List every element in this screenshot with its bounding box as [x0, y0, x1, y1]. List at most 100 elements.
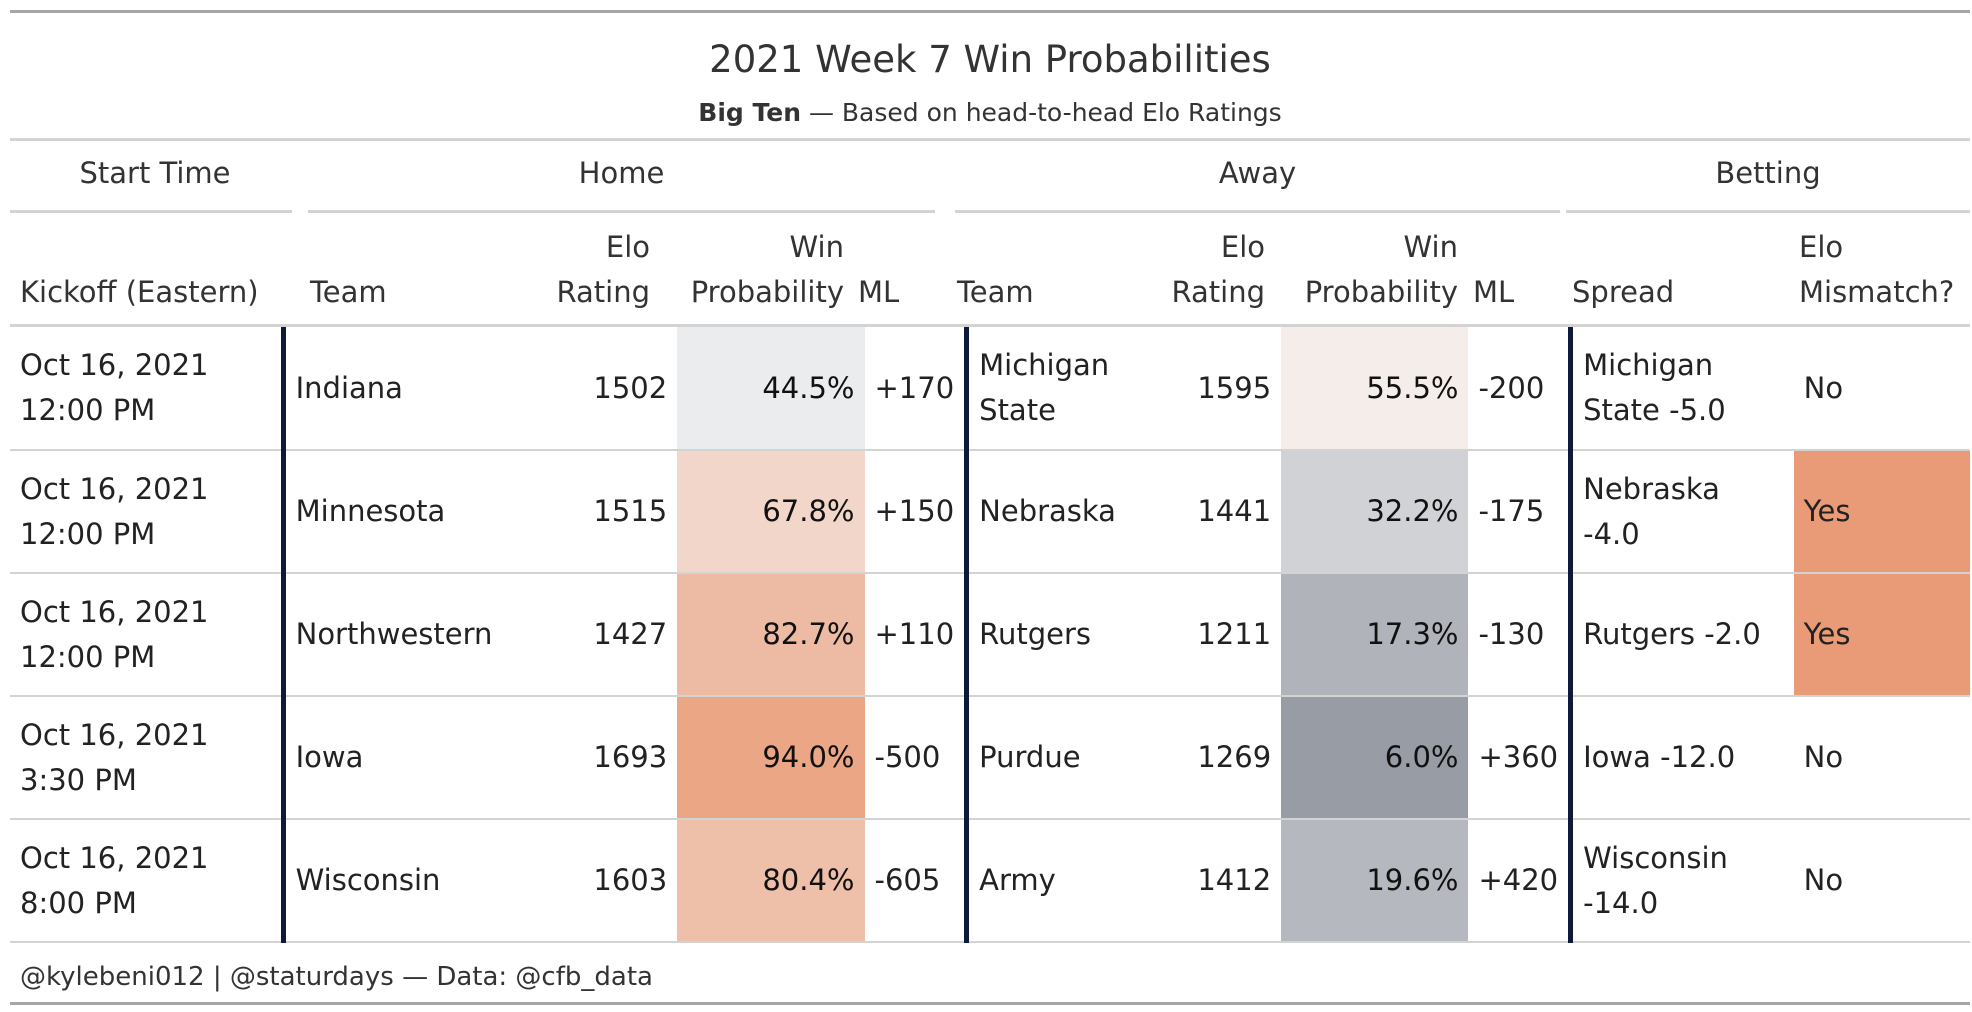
away-elo-cell: 1412 [1126, 819, 1282, 943]
home-moneyline-cell: +150 [864, 450, 967, 574]
table-title: 2021 Week 7 Win Probabilities [709, 38, 1271, 81]
home-win-probability-cell: 80.4% [677, 819, 865, 943]
spread-cell: Wisconsin -14.0 [1568, 819, 1794, 943]
away-team-cell: Nebraska [964, 450, 1127, 574]
home-moneyline-cell: -500 [864, 696, 967, 820]
away-win-probability-cell: 6.0% [1281, 696, 1469, 820]
away-moneyline-cell: -175 [1468, 450, 1571, 574]
kickoff-cell: Oct 16, 2021 12:00 PM [10, 327, 284, 451]
away-moneyline-cell: -200 [1468, 327, 1571, 451]
table-row: Oct 16, 2021 12:00 PM Northwestern 1427 82.… [10, 573, 1970, 697]
column-header-home-win-line2: Probability [690, 275, 844, 309]
home-elo-cell: 1693 [502, 696, 678, 820]
home-team-cell: Wisconsin [280, 819, 503, 943]
column-header-home-team: Team [310, 275, 387, 309]
column-header-spread: Spread [1572, 275, 1675, 309]
spanner-line-home [308, 210, 935, 213]
kickoff-cell: Oct 16, 2021 3:30 PM [10, 696, 284, 820]
column-header-rule [10, 324, 1970, 327]
column-header-home-ml: ML [858, 275, 900, 309]
column-header-away-elo: Elo Rating [1095, 225, 1266, 315]
subtitle-conference: Big Ten [698, 98, 802, 127]
elo-mismatch-cell: No [1793, 327, 1970, 451]
spread-cell: Nebraska -4.0 [1568, 450, 1794, 574]
bottom-rule [10, 1002, 1970, 1005]
away-moneyline-cell: +420 [1468, 819, 1571, 943]
away-moneyline-cell: -130 [1468, 573, 1571, 697]
column-header-home-win-line1: Win [789, 230, 844, 264]
away-moneyline-cell: +360 [1468, 696, 1571, 820]
table-subtitle: Big Ten — Based on head-to-head Elo Rati… [10, 98, 1970, 127]
home-team-cell: Northwestern [280, 573, 503, 697]
spanner-home: Home [578, 156, 665, 190]
elo-mismatch-cell: Yes [1793, 573, 1970, 697]
kickoff-cell: Oct 16, 2021 8:00 PM [10, 819, 284, 943]
home-win-probability-cell: 94.0% [677, 696, 865, 820]
spread-cell: Rutgers -2.0 [1568, 573, 1794, 697]
kickoff-cell: Oct 16, 2021 12:00 PM [10, 450, 284, 574]
away-team-cell: Rutgers [964, 573, 1127, 697]
spanner-start-time: Start Time [79, 156, 231, 190]
data-table: Oct 16, 2021 12:00 PM Indiana 1502 44.5% +17… [10, 327, 1970, 943]
home-elo-cell: 1427 [502, 573, 678, 697]
spanner-away: Away [1218, 156, 1297, 190]
home-win-probability-cell: 44.5% [677, 327, 865, 451]
kickoff-cell: Oct 16, 2021 12:00 PM [10, 573, 284, 697]
spanner-betting: Betting [1715, 156, 1821, 190]
column-header-home-win: Win Probability [660, 225, 844, 315]
elo-mismatch-cell: No [1793, 696, 1970, 820]
footer-credit: @kylebeni012 | @staturdays — Data: @cfb_… [20, 962, 653, 992]
home-elo-cell: 1603 [502, 819, 678, 943]
home-win-probability-cell: 82.7% [677, 573, 865, 697]
column-header-away-win-line2: Probability [1304, 275, 1458, 309]
win-probability-table: 2021 Week 7 Win Probabilities Big Ten — … [10, 10, 1970, 1005]
column-header-away-elo-line2: Rating [1171, 275, 1266, 309]
away-elo-cell: 1211 [1126, 573, 1282, 697]
away-elo-cell: 1595 [1126, 327, 1282, 451]
column-header-home-elo: Elo Rating [480, 225, 651, 315]
home-team-cell: Indiana [280, 327, 503, 451]
home-win-probability-cell: 67.8% [677, 450, 865, 574]
table-row: Oct 16, 2021 12:00 PM Minnesota 1515 67.8% +… [10, 450, 1970, 574]
column-header-home-elo-line1: Elo [605, 230, 650, 264]
spanner-line-start-time [10, 210, 292, 213]
column-header-kickoff: Kickoff (Eastern) [20, 275, 259, 309]
home-moneyline-cell: +110 [864, 573, 967, 697]
column-header-mismatch-line1: Elo [1799, 230, 1844, 264]
column-header-mismatch-line2: Mismatch? [1799, 275, 1955, 309]
elo-mismatch-cell: Yes [1793, 450, 1970, 574]
home-elo-cell: 1502 [502, 327, 678, 451]
column-header-mismatch: Elo Mismatch? [1799, 225, 1954, 315]
spread-cell: Michigan State -5.0 [1568, 327, 1794, 451]
away-team-cell: Purdue [964, 696, 1127, 820]
column-header-away-team: Team [957, 275, 1034, 309]
home-elo-cell: 1515 [502, 450, 678, 574]
column-header-away-win: Win Probability [1274, 225, 1458, 315]
away-elo-cell: 1441 [1126, 450, 1282, 574]
table-row: Oct 16, 2021 3:30 PM Iowa 1693 94.0% -500 Pur… [10, 696, 1970, 820]
away-win-probability-cell: 55.5% [1281, 327, 1469, 451]
home-moneyline-cell: +170 [864, 327, 967, 451]
column-header-away-win-line1: Win [1403, 230, 1458, 264]
column-header-home-elo-line2: Rating [556, 275, 651, 309]
column-header-away-ml: ML [1473, 275, 1515, 309]
spanner-line-away [955, 210, 1560, 213]
home-team-cell: Minnesota [280, 450, 503, 574]
away-elo-cell: 1269 [1126, 696, 1282, 820]
top-rule [10, 10, 1970, 13]
table-row: Oct 16, 2021 8:00 PM Wisconsin 1603 80.4% -6… [10, 819, 1970, 943]
table-row: Oct 16, 2021 12:00 PM Indiana 1502 44.5% +17… [10, 327, 1970, 451]
subtitle-rule [10, 138, 1970, 141]
away-win-probability-cell: 19.6% [1281, 819, 1469, 943]
spanner-line-betting [1566, 210, 1970, 213]
elo-mismatch-cell: No [1793, 819, 1970, 943]
subtitle-description: — Based on head-to-head Elo Ratings [801, 98, 1282, 127]
away-team-cell: Michigan State [964, 327, 1127, 451]
away-win-probability-cell: 32.2% [1281, 450, 1469, 574]
home-team-cell: Iowa [280, 696, 503, 820]
away-team-cell: Army [964, 819, 1127, 943]
away-win-probability-cell: 17.3% [1281, 573, 1469, 697]
column-header-away-elo-line1: Elo [1220, 230, 1265, 264]
home-moneyline-cell: -605 [864, 819, 967, 943]
spread-cell: Iowa -12.0 [1568, 696, 1794, 820]
